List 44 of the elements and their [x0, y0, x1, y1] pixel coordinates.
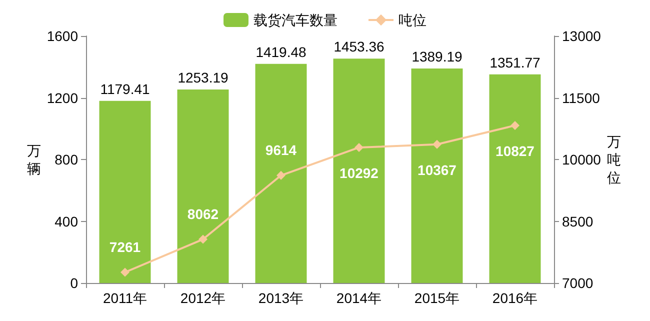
point [354, 142, 364, 152]
x-tick-label: 2014年 [336, 290, 382, 306]
bar [489, 74, 541, 283]
y2-tick-label: 11500 [562, 90, 600, 106]
y2-tick-label: 8500 [562, 213, 594, 230]
data-label: 7261 [109, 238, 141, 255]
data-label: 1389.19 [412, 48, 463, 65]
point [120, 268, 130, 277]
bar [411, 68, 463, 283]
point [432, 140, 442, 149]
legend-label: 吨位 [398, 12, 426, 28]
y-tick-label: 0 [70, 275, 78, 291]
point [276, 170, 286, 180]
point [510, 120, 520, 130]
data-label: 1453.36 [334, 38, 385, 55]
y-tick-label: 1200 [46, 90, 78, 106]
data-label: 10827 [496, 142, 535, 159]
data-label: 8062 [187, 206, 219, 222]
data-label: 9614 [265, 142, 297, 158]
bar [255, 64, 307, 283]
data-label: 10367 [418, 162, 457, 178]
data-label: 1253.19 [178, 70, 229, 86]
data-label: 10292 [340, 164, 379, 181]
data-label: 1179.41 [100, 80, 150, 97]
x-tick-label: 2011年 [102, 290, 148, 306]
legend-label: 载货汽车数量 [254, 12, 338, 28]
y2-tick-label: 7000 [562, 275, 594, 291]
bar [99, 100, 151, 283]
bar [333, 58, 385, 283]
point [198, 234, 208, 244]
bar [177, 90, 229, 283]
x-tick-label: 2016年 [492, 290, 538, 306]
data-label: 1351.77 [490, 54, 541, 70]
y-tick-label: 400 [54, 213, 78, 230]
y-axis-title: 万辆 [26, 142, 41, 176]
x-tick-label: 2013年 [258, 290, 304, 306]
x-tick-label: 2015年 [414, 290, 460, 306]
x-tick-label: 2012年 [180, 290, 226, 306]
y2-axis-title: 万吨位 [606, 134, 621, 186]
y2-tick-label: 13000 [562, 28, 602, 44]
data-label: 1419.48 [256, 44, 307, 60]
y-tick-label: 800 [54, 152, 78, 168]
y-tick-label: 1600 [46, 28, 78, 44]
y2-tick-label: 10000 [562, 152, 602, 168]
